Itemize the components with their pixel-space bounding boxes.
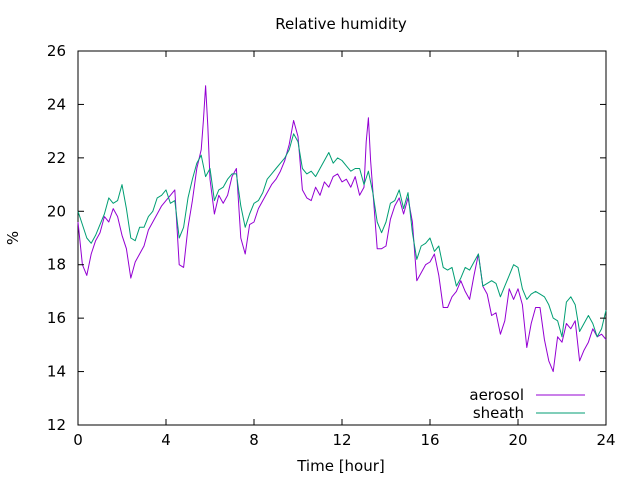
legend-label-aerosol: aerosol bbox=[469, 386, 524, 404]
y-tick-label: 22 bbox=[47, 149, 66, 167]
y-tick-label: 20 bbox=[47, 202, 66, 220]
y-axis-ticks: 12 14 16 18 20 22 24 26 bbox=[47, 42, 606, 434]
x-tick-label: 24 bbox=[596, 431, 615, 449]
x-tick-label: 20 bbox=[508, 431, 527, 449]
plot-frame bbox=[77, 50, 607, 426]
legend-label-sheath: sheath bbox=[473, 404, 524, 422]
series-layer bbox=[77, 85, 607, 373]
x-tick-label: 16 bbox=[420, 431, 439, 449]
y-tick-label: 14 bbox=[47, 363, 66, 381]
x-tick-label: 4 bbox=[161, 431, 171, 449]
y-tick-label: 12 bbox=[47, 416, 66, 434]
y-axis-label: % bbox=[4, 231, 22, 245]
y-tick-label: 26 bbox=[47, 42, 66, 60]
y-tick-label: 18 bbox=[47, 256, 66, 274]
x-axis-ticks: 0 4 8 12 16 20 24 bbox=[73, 51, 616, 449]
x-tick-label: 0 bbox=[73, 431, 83, 449]
x-axis-label: Time [hour] bbox=[296, 457, 385, 475]
x-tick-label: 12 bbox=[332, 431, 351, 449]
chart-title: Relative humidity bbox=[275, 15, 407, 33]
series-line-aerosol bbox=[77, 85, 607, 373]
y-tick-label: 16 bbox=[47, 309, 66, 327]
plot-area bbox=[77, 50, 607, 426]
x-tick-label: 8 bbox=[249, 431, 259, 449]
series-line-sheath bbox=[77, 133, 607, 338]
y-tick-label: 24 bbox=[47, 95, 66, 113]
